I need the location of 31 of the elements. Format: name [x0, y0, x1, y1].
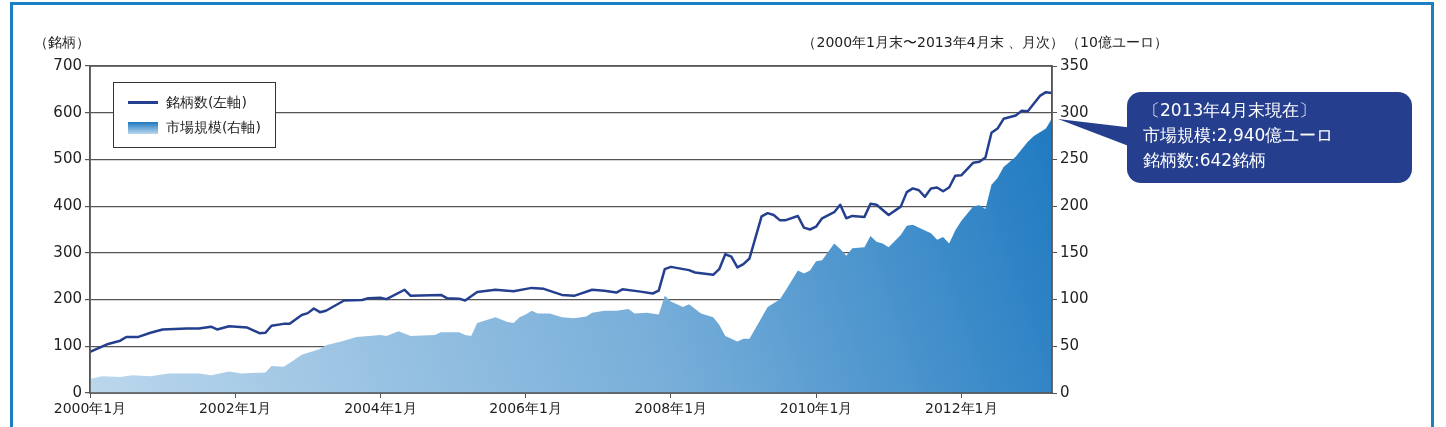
y2-tick-label: 100: [1060, 289, 1089, 308]
y-axis-title: （銘柄）: [34, 33, 90, 50]
x-tick-label: 2004年1月: [344, 400, 417, 417]
y2-tick-label: 200: [1060, 196, 1089, 215]
legend-label: 市場規模(右軸): [166, 118, 261, 137]
y-tick-label: 700: [53, 55, 82, 74]
text: 〔2013年4月末現在〕: [1143, 99, 1318, 122]
x-tick-label: 2008年1月: [634, 400, 708, 417]
x-tick-label: 2010年1月: [779, 400, 853, 417]
y-tick-label: 400: [53, 196, 82, 215]
y2-tick-label: 0: [1060, 382, 1070, 401]
chart-subtitle: （2000年1月末〜2013年4月末 、月次）: [802, 33, 1064, 50]
y2-tick-label: 300: [1060, 102, 1089, 121]
y2-tick-label: 150: [1060, 242, 1089, 261]
text: 銘柄数:642銘柄: [1143, 149, 1268, 172]
y2-tick-label: 350: [1060, 55, 1089, 74]
y-tick-label: 200: [53, 289, 82, 308]
x-tick-label: 2002年1月: [198, 400, 272, 417]
x-tick-label: 2006年1月: [489, 400, 562, 417]
text: 市場規模:2,940億ユーロ: [1143, 124, 1335, 147]
y2-tick-label: 250: [1060, 149, 1089, 168]
y-tick-label: 300: [53, 242, 82, 261]
y2-axis-title: （10億ユーロ）: [1066, 33, 1168, 50]
x-tick-label: 2012年1月: [924, 400, 998, 417]
y-tick-label: 500: [53, 149, 82, 168]
legend-label: 銘柄数(左軸): [166, 93, 247, 112]
y-tick-label: 100: [53, 336, 82, 355]
x-tick-label: 2000年1月: [53, 400, 127, 417]
y-tick-label: 600: [53, 102, 82, 121]
y2-tick-label: 50: [1060, 336, 1080, 355]
y-tick-label: 0: [72, 382, 82, 401]
